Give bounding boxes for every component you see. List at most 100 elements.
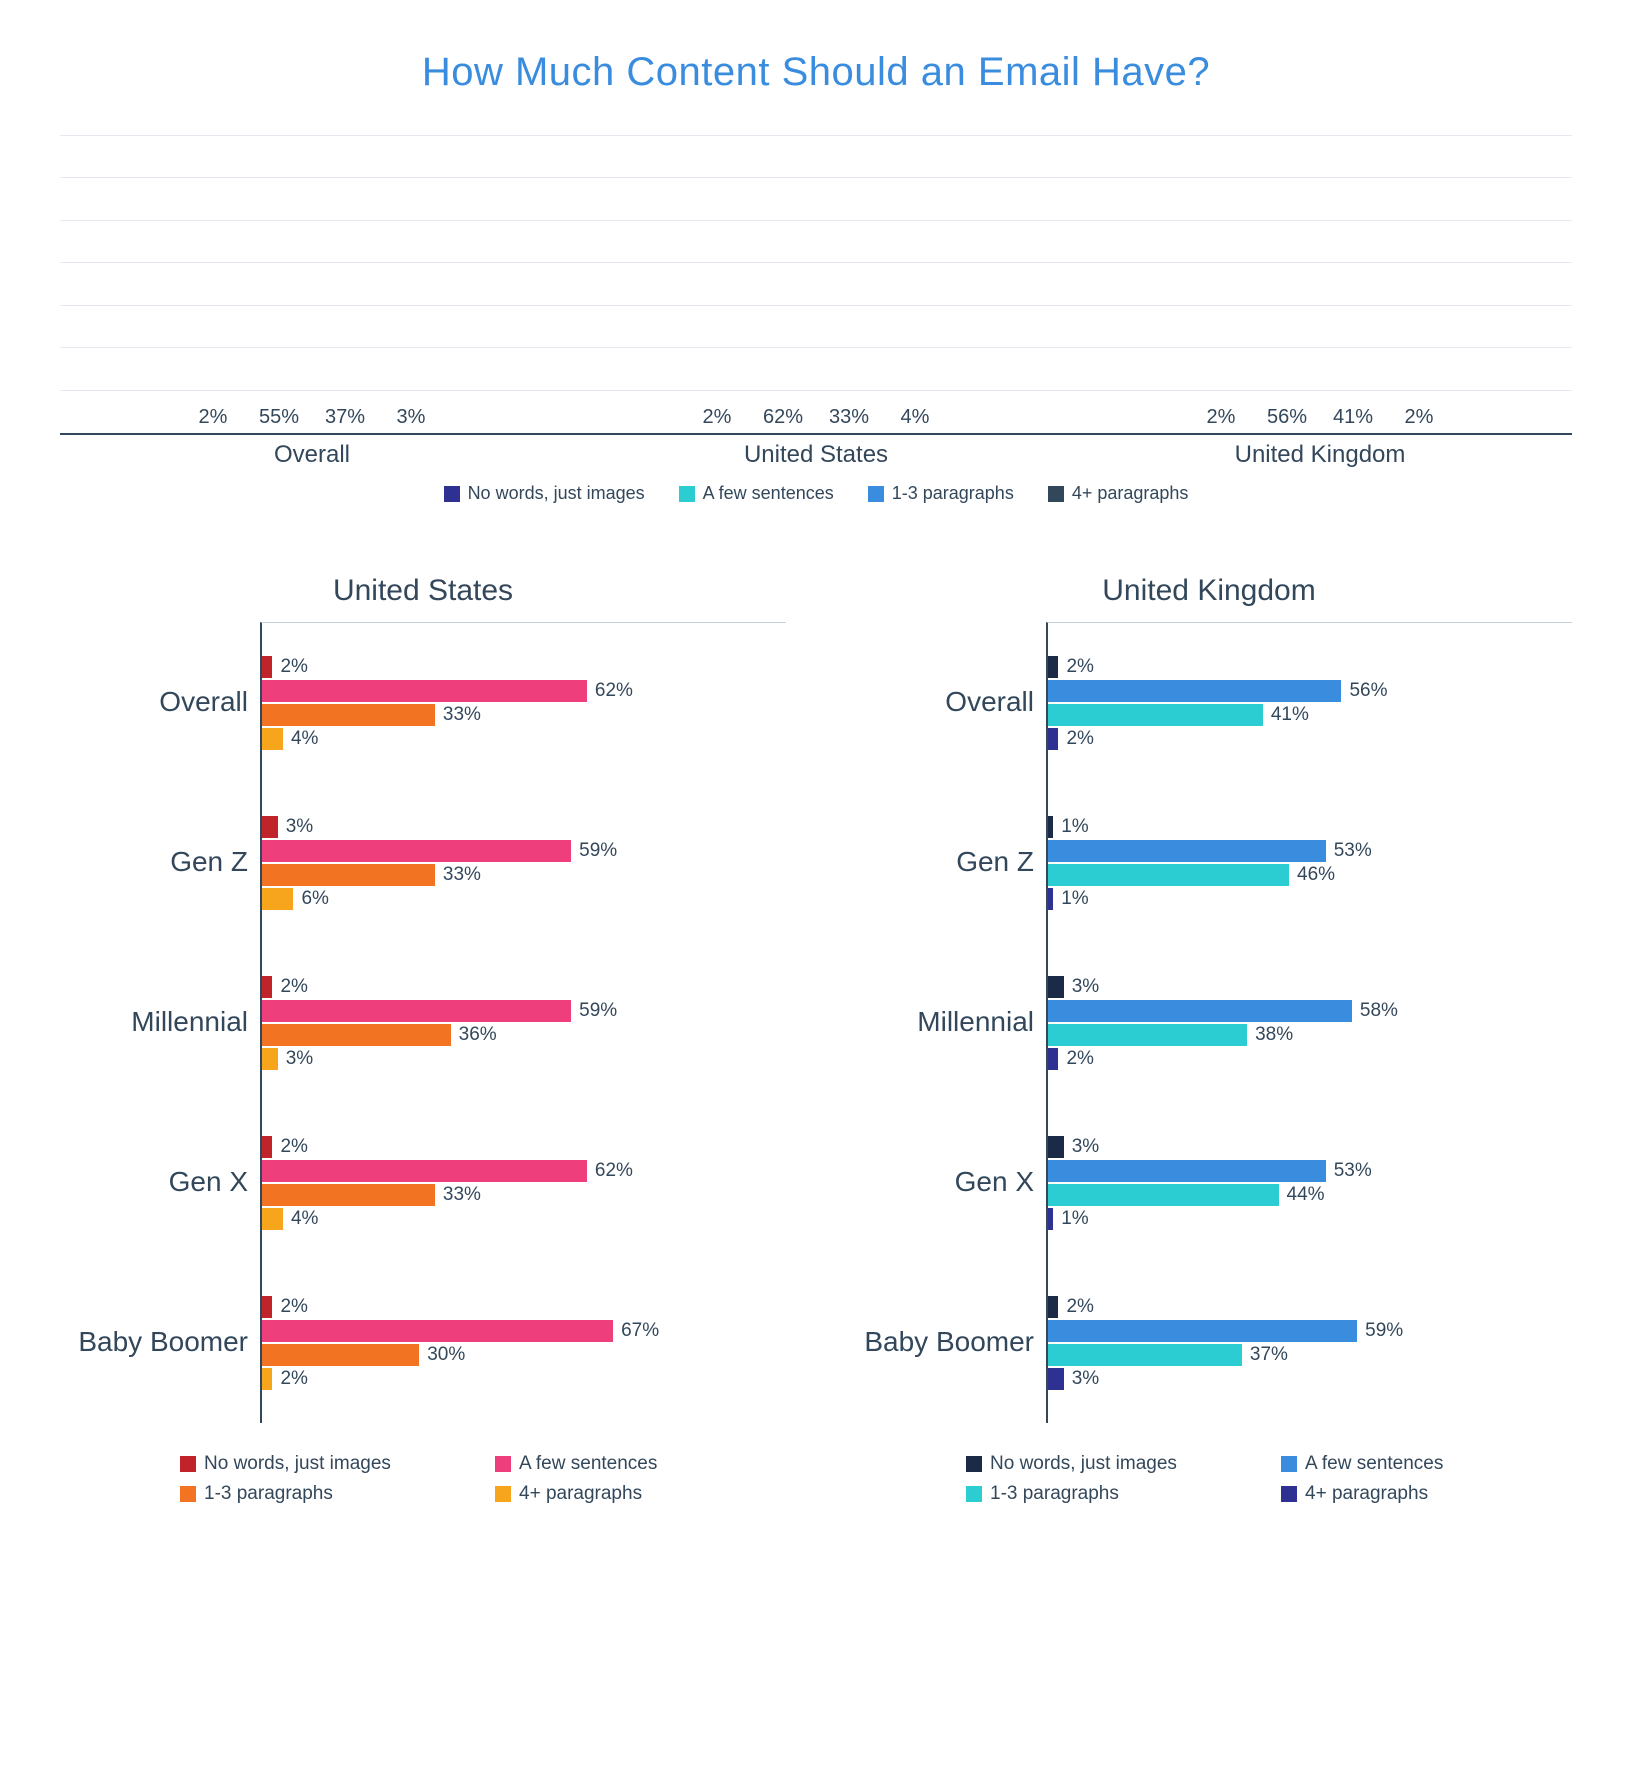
hbar-value-label: 1% — [1061, 888, 1088, 910]
hgroup: 2%59%36%3% — [262, 943, 786, 1103]
legend-swatch — [966, 1456, 982, 1472]
hbar-value-label: 3% — [1072, 1368, 1099, 1390]
hbar-row: 37% — [1048, 1344, 1572, 1366]
vbar: 55% — [249, 406, 309, 433]
vbar-value-label: 37% — [325, 406, 365, 429]
hgroup: 2%62%33%4% — [262, 623, 786, 783]
hbar-value-label: 59% — [1365, 1320, 1403, 1342]
hbar-value-label: 58% — [1360, 1000, 1398, 1022]
hbar-value-label: 33% — [443, 1184, 481, 1206]
hbar-value-label: 59% — [579, 1000, 617, 1022]
hbar-rect — [262, 680, 587, 702]
hbar-value-label: 59% — [579, 840, 617, 862]
hbar-value-label: 33% — [443, 704, 481, 726]
hgroup-label: Baby Boomer — [846, 1262, 1046, 1422]
hchart-plot: OverallGen ZMillennialGen XBaby Boomer2%… — [846, 622, 1572, 1423]
hbar-rect — [262, 1136, 272, 1158]
hbar-value-label: 62% — [595, 680, 633, 702]
hbar-row: 2% — [1048, 728, 1572, 750]
hbar-row: 1% — [1048, 888, 1572, 910]
vbar: 3% — [381, 406, 441, 433]
hbar-row: 46% — [1048, 864, 1572, 886]
vbar: 2% — [183, 406, 243, 433]
hbar-value-label: 33% — [443, 864, 481, 886]
legend-label: No words, just images — [204, 1453, 391, 1475]
vbar-value-label: 62% — [763, 406, 803, 429]
hbar-rect — [1048, 704, 1263, 726]
hgroup: 2%62%33%4% — [262, 1103, 786, 1263]
legend-item: A few sentences — [495, 1453, 786, 1475]
hbar-row: 3% — [262, 816, 786, 838]
hbar-row: 4% — [262, 1208, 786, 1230]
hgroup: 1%53%46%1% — [1048, 783, 1572, 943]
vgroup-name: United Kingdom — [1235, 441, 1406, 469]
vbar-value-label: 41% — [1333, 406, 1373, 429]
hbar-value-label: 2% — [1066, 1048, 1093, 1070]
legend-swatch — [1048, 486, 1064, 502]
hbar-rect — [262, 1048, 278, 1070]
hbar-rect — [1048, 1136, 1064, 1158]
legend-swatch — [495, 1456, 511, 1472]
top-chart: 2% 55% 37% 3% Overall 2% 62% 33% 4% United States… — [60, 135, 1572, 504]
vbar: 4% — [885, 406, 945, 433]
hbar-value-label: 2% — [280, 1368, 307, 1390]
hbar-row: 2% — [1048, 1048, 1572, 1070]
vbar: 33% — [819, 406, 879, 433]
vgroup: 2%56%41%2%United Kingdom — [1180, 136, 1460, 433]
hbar-row: 1% — [1048, 816, 1572, 838]
hchart: United StatesOverallGen ZMillennialGen X… — [60, 574, 786, 1505]
hbar-value-label: 6% — [301, 888, 328, 910]
vbar-value-label: 2% — [1207, 406, 1236, 429]
legend-item: No words, just images — [180, 1453, 471, 1475]
hbar-rect — [262, 864, 435, 886]
vbar: 2% — [687, 406, 747, 433]
vgroup-name: United States — [744, 441, 888, 469]
hchart: United KingdomOverallGen ZMillennialGen … — [846, 574, 1572, 1505]
hbar-rect — [1048, 1184, 1279, 1206]
bottom-charts-row: United StatesOverallGen ZMillennialGen X… — [60, 574, 1572, 1505]
hbar-rect — [262, 840, 571, 862]
vbar-value-label: 33% — [829, 406, 869, 429]
hbar-rect — [262, 816, 278, 838]
hbar-row: 41% — [1048, 704, 1572, 726]
legend-label: 4+ paragraphs — [1305, 1483, 1428, 1505]
hchart-labels-col: OverallGen ZMillennialGen XBaby Boomer — [60, 622, 260, 1423]
hbar-row: 2% — [262, 1136, 786, 1158]
hbar-rect — [1048, 888, 1053, 910]
vbar: 41% — [1323, 406, 1383, 433]
vbar: 2% — [1389, 406, 1449, 433]
page-title: How Much Content Should an Email Have? — [60, 50, 1572, 95]
hchart-bars-col: 2%56%41%2%1%53%46%1%3%58%38%2%3%53%44%1%… — [1046, 622, 1572, 1423]
hbar-row: 2% — [262, 1368, 786, 1390]
hbar-rect — [262, 888, 293, 910]
legend-item: 1-3 paragraphs — [180, 1483, 471, 1505]
hbar-row: 59% — [1048, 1320, 1572, 1342]
legend-swatch — [1281, 1456, 1297, 1472]
hchart-plot: OverallGen ZMillennialGen XBaby Boomer2%… — [60, 622, 786, 1423]
hbar-rect — [262, 1000, 571, 1022]
hbar-rect — [1048, 864, 1289, 886]
hgroup-label: Millennial — [846, 942, 1046, 1102]
hbar-row: 2% — [262, 976, 786, 998]
legend-item: 4+ paragraphs — [1048, 483, 1189, 504]
legend-label: 4+ paragraphs — [519, 1483, 642, 1505]
hbar-value-label: 67% — [621, 1320, 659, 1342]
hbar-rect — [262, 1296, 272, 1318]
hbar-value-label: 1% — [1061, 1208, 1088, 1230]
hgroup-label: Overall — [60, 622, 260, 782]
vbar-value-label: 2% — [199, 406, 228, 429]
hbar-rect — [1048, 1000, 1352, 1022]
hbar-value-label: 44% — [1287, 1184, 1325, 1206]
legend-item: A few sentences — [679, 483, 834, 504]
hbar-row: 30% — [262, 1344, 786, 1366]
hbar-row: 2% — [262, 656, 786, 678]
hbar-rect — [1048, 1296, 1058, 1318]
legend-item: 4+ paragraphs — [495, 1483, 786, 1505]
vbar-value-label: 3% — [397, 406, 426, 429]
legend-label: A few sentences — [703, 483, 834, 504]
hbar-row: 62% — [262, 680, 786, 702]
legend-label: 1-3 paragraphs — [204, 1483, 333, 1505]
vgroup-name: Overall — [274, 441, 350, 469]
legend-label: 4+ paragraphs — [1072, 483, 1189, 504]
hbar-value-label: 41% — [1271, 704, 1309, 726]
